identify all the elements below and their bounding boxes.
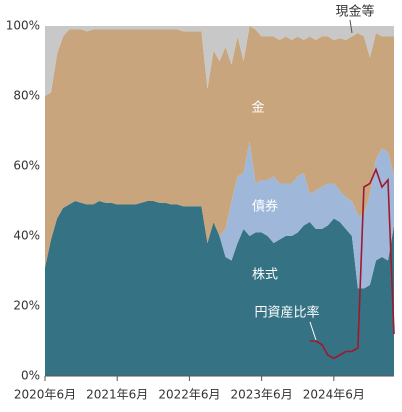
y-tick-label: 40% bbox=[13, 229, 40, 243]
y-tick-label: 100% bbox=[6, 19, 40, 33]
series-label: 現金等 bbox=[335, 4, 374, 20]
y-tick-label: 20% bbox=[13, 299, 40, 313]
x-tick-label: 2024年6月 bbox=[303, 388, 365, 402]
series-label: 債券 bbox=[252, 199, 278, 215]
series-label: 円資産比率 bbox=[254, 305, 319, 321]
area bbox=[45, 141, 394, 289]
area bbox=[45, 201, 394, 376]
series-label: 株式 bbox=[252, 268, 278, 283]
x-tick-label: 2023年6月 bbox=[231, 388, 293, 402]
area bbox=[45, 26, 394, 268]
series-label: 金 bbox=[251, 100, 264, 116]
x-tick-label: 2022年6月 bbox=[158, 388, 220, 402]
y-tick-label: 60% bbox=[13, 159, 40, 173]
line bbox=[309, 167, 395, 360]
leader-line bbox=[349, 19, 353, 34]
x-tick-label: 2021年6月 bbox=[86, 388, 148, 402]
area bbox=[45, 26, 394, 96]
x-tick-label: 2020年6月 bbox=[14, 388, 76, 402]
y-tick-label: 80% bbox=[13, 89, 40, 103]
y-tick-label: 0% bbox=[21, 369, 40, 383]
leader-line bbox=[309, 321, 317, 341]
